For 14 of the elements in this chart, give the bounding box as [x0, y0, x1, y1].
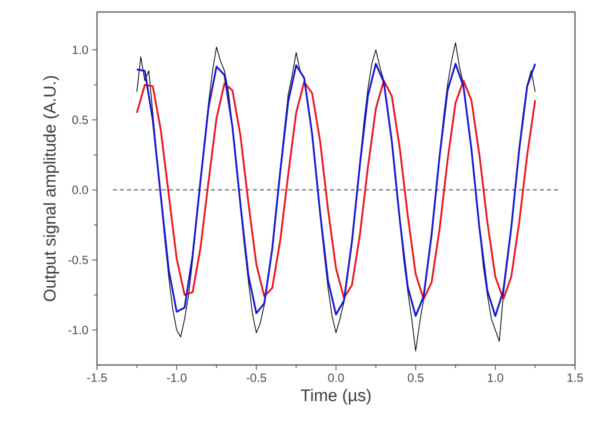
y-tick-label: -1.0 [68, 326, 88, 334]
y-tick-label: 1.0 [72, 46, 88, 54]
x-tick-label: -1.5 [87, 374, 107, 382]
y-axis-title: Output signal amplitude (A.U.) [43, 76, 60, 302]
x-tick-label: -1.0 [166, 374, 187, 382]
x-tick-label: 0.0 [328, 374, 344, 382]
x-tick-label: 0.5 [408, 374, 424, 382]
x-tick-label: 1.0 [488, 374, 504, 382]
x-tick-label: 1.5 [568, 374, 583, 382]
x-axis-title: Time (µs) [300, 388, 371, 405]
y-tick-label: 0.0 [72, 186, 88, 194]
x-tick-label: -0.5 [246, 374, 266, 382]
y-tick-label: -0.5 [68, 256, 88, 264]
y-tick-label: 0.5 [72, 116, 88, 124]
